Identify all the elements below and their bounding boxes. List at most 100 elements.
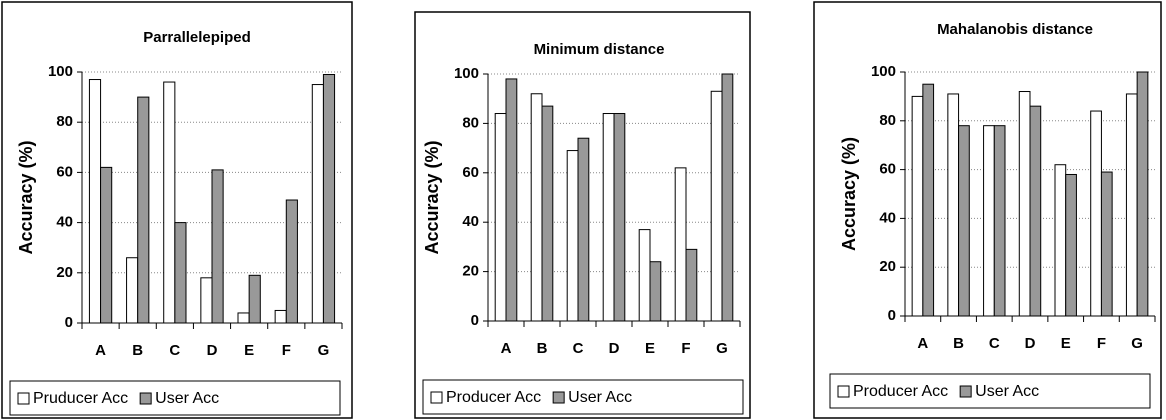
x-tick-label: C	[989, 335, 1000, 352]
bar	[983, 125, 995, 317]
x-tick-label: B	[132, 342, 143, 359]
y-tick-label: 20	[56, 264, 73, 281]
y-tick-label: 0	[65, 314, 73, 331]
bar	[566, 150, 579, 322]
y-tick-label: 80	[56, 113, 73, 130]
legend-box	[829, 373, 1151, 409]
x-tick-label: A	[95, 342, 106, 359]
bar	[1065, 173, 1077, 317]
bar	[1054, 164, 1067, 317]
x-tick-label: G	[1131, 335, 1143, 352]
x-tick-label: D	[207, 342, 218, 359]
bar	[577, 137, 590, 322]
y-tick-label: 0	[888, 307, 896, 324]
y-tick-label: 100	[871, 63, 896, 80]
bar	[922, 83, 935, 317]
bar	[710, 90, 723, 322]
bar	[1100, 171, 1113, 317]
bar	[100, 166, 113, 324]
x-tick-label: F	[282, 342, 291, 359]
chart-frame	[1, 1, 353, 419]
x-tick-label: B	[537, 340, 548, 357]
legend-swatch	[837, 385, 850, 398]
bar	[274, 309, 287, 324]
legend-swatch	[552, 391, 565, 404]
x-tick-label: C	[573, 340, 584, 357]
chart-frame	[813, 1, 1162, 419]
y-axis-label: Accuracy (%)	[422, 140, 442, 254]
bar	[211, 169, 224, 324]
y-tick-label: 100	[454, 65, 479, 82]
y-axis-label: Accuracy (%)	[839, 137, 859, 251]
legend-label: Producer Acc	[853, 383, 948, 400]
bar	[137, 96, 150, 324]
y-tick-label: 20	[462, 263, 479, 280]
x-tick-label: A	[501, 340, 512, 357]
bar	[322, 74, 336, 324]
bar	[530, 93, 543, 322]
legend-swatch	[430, 391, 443, 404]
y-tick-label: 60	[462, 164, 479, 181]
y-tick-label: 80	[879, 112, 896, 129]
y-tick-label: 20	[879, 258, 896, 275]
x-tick-label: G	[318, 342, 330, 359]
legend-label: User Acc	[975, 383, 1039, 400]
y-tick-label: 80	[462, 114, 479, 131]
bar	[911, 95, 924, 317]
bar	[721, 73, 734, 322]
legend-box	[9, 380, 341, 416]
x-tick-label: D	[609, 340, 620, 357]
bar	[602, 113, 615, 322]
legend-label: Pruducer Acc	[33, 390, 128, 407]
y-tick-label: 40	[462, 213, 479, 230]
y-tick-label: 60	[56, 163, 73, 180]
x-tick-label: F	[1097, 335, 1106, 352]
x-tick-label: F	[681, 340, 690, 357]
bar	[1136, 71, 1149, 317]
x-tick-label: A	[917, 335, 928, 352]
legend-swatch	[17, 392, 30, 405]
bar	[88, 79, 102, 324]
chart-frame	[414, 11, 751, 419]
legend-label: User Acc	[568, 389, 632, 406]
y-tick-label: 40	[56, 214, 73, 231]
bar	[1125, 93, 1138, 317]
bar	[685, 248, 698, 322]
bar	[505, 78, 518, 322]
bar	[958, 125, 970, 317]
bar	[494, 113, 507, 322]
chart-title: Minimum distance	[534, 41, 665, 58]
bar	[200, 277, 213, 324]
bar	[311, 84, 324, 324]
bar	[638, 229, 651, 322]
bar	[993, 125, 1006, 317]
bar	[248, 274, 261, 324]
x-tick-label: E	[1061, 335, 1071, 352]
chart-title: Parrallelepiped	[143, 29, 251, 46]
bar	[1018, 91, 1031, 317]
y-tick-label: 0	[471, 312, 479, 329]
bar	[174, 222, 187, 324]
legend-label: User Acc	[155, 390, 219, 407]
x-tick-label: D	[1025, 335, 1036, 352]
legend-swatch	[959, 385, 972, 398]
bar	[1090, 110, 1102, 317]
bar	[285, 199, 298, 324]
bar	[541, 105, 554, 322]
x-tick-label: E	[645, 340, 655, 357]
bar	[126, 257, 139, 324]
bar	[649, 261, 662, 322]
legend-swatch	[139, 392, 152, 405]
y-tick-label: 60	[879, 161, 896, 178]
x-tick-label: B	[953, 335, 964, 352]
x-tick-label: G	[716, 340, 728, 357]
y-tick-label: 40	[879, 209, 896, 226]
bar	[947, 93, 960, 317]
legend-label: Producer Acc	[446, 389, 541, 406]
bar	[163, 81, 176, 324]
x-tick-label: C	[169, 342, 180, 359]
bar	[1029, 105, 1042, 317]
bar	[674, 167, 687, 322]
legend-box	[422, 379, 744, 415]
